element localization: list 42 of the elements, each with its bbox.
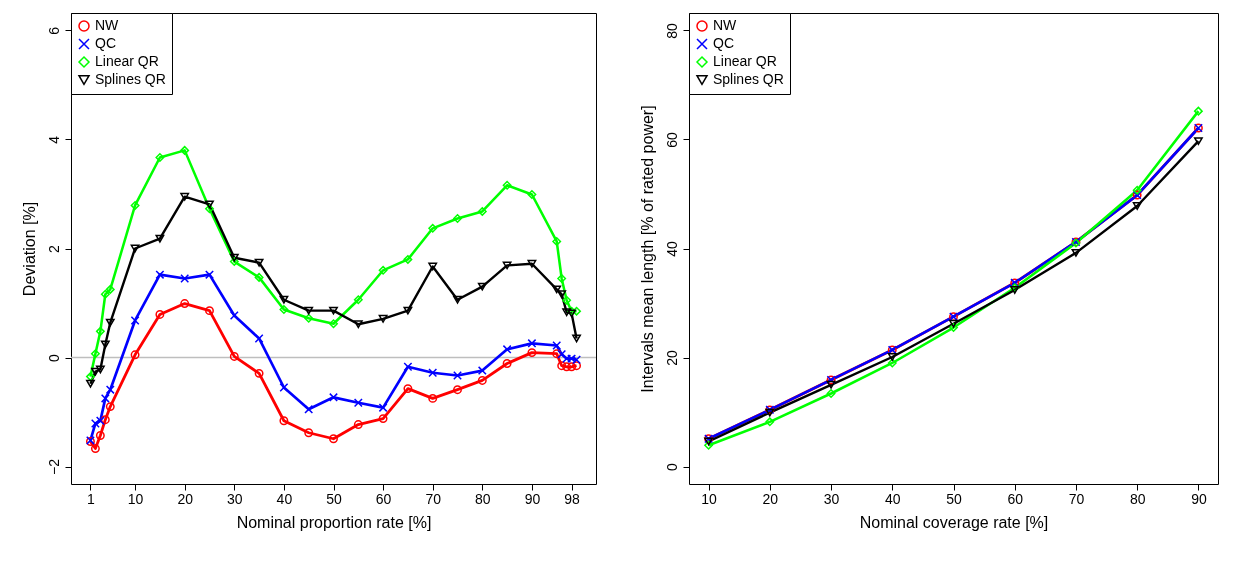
x-tick-label: 60 <box>1007 490 1024 507</box>
x-tick-label: 90 <box>524 490 541 507</box>
legend-label: Splines QR <box>95 71 166 87</box>
x-tick-label: 40 <box>884 490 901 507</box>
legend-label: NW <box>713 17 738 33</box>
x-axis-title: Nominal coverage rate [%] <box>859 513 1049 531</box>
x-tick-label: 90 <box>1191 490 1207 507</box>
x-tick-label: 30 <box>227 490 243 507</box>
x-tick-label: 80 <box>1129 490 1146 507</box>
x-tick-label: 30 <box>823 490 840 507</box>
x-tick-label: 1 <box>87 490 96 507</box>
x-tick-label: 50 <box>946 490 962 507</box>
x-tick-label: 20 <box>177 490 194 507</box>
y-tick-label: −2 <box>45 458 62 476</box>
legend-label: QC <box>95 35 116 51</box>
x-tick-label: 10 <box>701 490 718 507</box>
x-tick-label: 98 <box>564 490 581 507</box>
x-axis-title: Nominal proportion rate [%] <box>236 513 432 531</box>
x-tick-label: 70 <box>425 490 442 507</box>
legend-label: QC <box>713 35 734 51</box>
x-tick-label: 10 <box>127 490 144 507</box>
x-tick-label: 60 <box>375 490 392 507</box>
legend-label: Linear QR <box>713 53 777 69</box>
y-axis-title: Deviation [%] <box>20 201 38 297</box>
y-axis-title: Intervals mean length [% of rated power] <box>638 105 656 393</box>
y-tick-label: 20 <box>663 350 680 366</box>
y-tick-label: 40 <box>663 241 680 257</box>
x-tick-label: 40 <box>276 490 293 507</box>
x-tick-label: 50 <box>326 490 342 507</box>
legend-label: Splines QR <box>713 71 784 87</box>
x-tick-label: 70 <box>1068 490 1085 507</box>
x-tick-label: 80 <box>475 490 491 507</box>
y-tick-label: 80 <box>663 22 680 39</box>
legend-label: Linear QR <box>95 53 159 69</box>
y-tick-label: 0 <box>45 353 62 362</box>
y-tick-label: 0 <box>663 462 680 471</box>
y-tick-label: 2 <box>45 244 62 253</box>
y-tick-label: 4 <box>45 135 62 144</box>
y-tick-label: 60 <box>663 131 680 148</box>
x-tick-label: 20 <box>762 490 779 507</box>
legend-label: NW <box>95 17 120 33</box>
y-tick-label: 6 <box>45 26 62 35</box>
